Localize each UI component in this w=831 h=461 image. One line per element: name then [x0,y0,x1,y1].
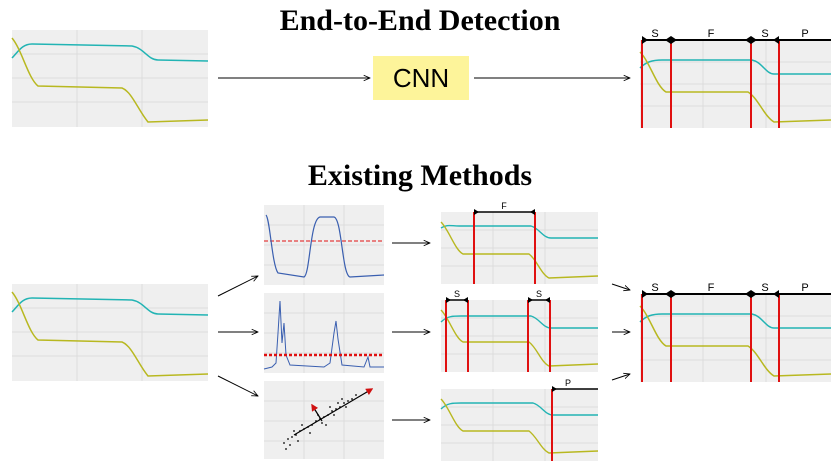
top-title: End-to-End Detection [280,4,561,37]
feature-plot-plateau [264,205,385,285]
bottom-output-plot: S F S P [639,282,831,382]
segment-label: F [708,282,715,294]
arrow-diagonal-icon [217,276,258,297]
segment-label: P [801,282,808,294]
segment-label: S [651,28,658,40]
segment-label: S [761,28,768,40]
top-input-plot [11,30,209,127]
bottom-title: Existing Methods [308,159,532,192]
segment-label: S [761,282,768,294]
arrow-diagonal-icon [611,374,630,381]
feature-plot-peaks [263,293,384,373]
detection-plot-s: S S [440,289,599,372]
segment-label: S [651,282,658,294]
scatter-vector-icon [264,381,384,459]
cnn-box: CNN [373,56,469,100]
segment-label: F [708,28,715,40]
segment-label: F [501,201,507,211]
cnn-label: CNN [393,63,449,93]
top-output-plot: S F S P [639,28,831,128]
detection-plot-p: P [440,378,599,461]
arrow-diagonal-icon [611,283,630,290]
arrow-diagonal-icon [217,375,258,396]
bottom-input-plot [11,284,209,381]
segment-label: S [454,289,460,299]
segment-label: P [801,28,808,40]
detection-plot-f: F [440,201,599,284]
segment-label: P [565,378,571,388]
segment-label: S [536,289,542,299]
